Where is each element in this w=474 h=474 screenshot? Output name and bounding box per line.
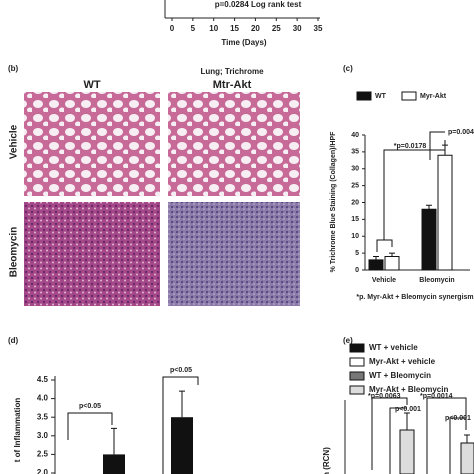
error-bar <box>426 204 432 210</box>
y-tick-label: 3.5 <box>37 412 49 421</box>
bar <box>368 259 384 271</box>
y-label: % Trichrome Blue Staining (Collagen)/HPF <box>330 131 337 273</box>
bar <box>399 429 415 474</box>
y-tick-label: 0 <box>355 267 359 274</box>
y-tick-label: 5 <box>355 250 359 257</box>
micrograph <box>168 92 300 196</box>
row-label: Bleomycin <box>9 227 20 278</box>
y-tick-label: 40 <box>351 132 359 139</box>
micrograph <box>24 92 160 196</box>
x-tick-label: 15 <box>230 24 239 33</box>
x-tick-label: 20 <box>251 24 260 33</box>
bracket <box>426 397 467 474</box>
annotation: p<0.05 <box>79 403 101 410</box>
bracket <box>429 131 445 160</box>
x-tick-label: 0 <box>170 24 175 33</box>
legend-label: WT + Bleomycin <box>369 371 431 380</box>
panel-label: (c) <box>343 64 353 73</box>
y-tick-label: 4.0 <box>37 394 49 403</box>
error-bar <box>389 252 395 257</box>
legend-label: Myr-Akt + Bleomycin <box>369 385 448 394</box>
error-bar <box>464 434 470 443</box>
legend-label: WT <box>375 93 387 100</box>
annotation: *p=0.0063 <box>368 393 401 400</box>
error-bar <box>373 256 379 260</box>
column-label: WT <box>83 79 100 91</box>
panel-title: Lung; Trichrome <box>200 67 264 76</box>
legend-swatch <box>349 343 365 353</box>
panel-label: (d) <box>8 336 19 345</box>
micrograph <box>24 202 160 306</box>
legend-label: WT + vehicle <box>369 343 418 352</box>
error-bar <box>179 390 185 418</box>
bracket <box>371 397 408 474</box>
bracket <box>376 140 446 252</box>
legend-swatch <box>349 371 365 381</box>
bar <box>421 208 437 271</box>
bar <box>171 417 193 474</box>
x-tick-label: 35 <box>314 24 323 33</box>
y-tick-label: 4.5 <box>37 375 49 384</box>
y-tick-label: 35 <box>351 149 359 156</box>
bracket <box>162 376 199 474</box>
column-label: Mtr-Akt <box>213 79 252 91</box>
legend-swatch <box>349 357 365 367</box>
y-tick-label: 2.0 <box>37 468 49 474</box>
y-tick-label: 2.5 <box>37 450 49 459</box>
y-label: n (RCN) <box>322 447 331 474</box>
row-label: Vehicle <box>9 124 20 159</box>
y-tick-label: 25 <box>351 182 359 189</box>
bar <box>103 454 125 474</box>
bracket <box>67 412 113 440</box>
x-tick-label: 5 <box>191 24 196 33</box>
x-tick-label: Bleomycin <box>419 277 454 284</box>
panel-label: (b) <box>8 64 19 73</box>
micrograph <box>168 202 300 306</box>
annotation: p=0.0284 Log rank test <box>215 0 302 9</box>
bar <box>384 256 400 271</box>
error-bar <box>111 427 117 455</box>
annotation: p<0.001 <box>445 415 471 422</box>
bar <box>460 442 474 474</box>
error-bar <box>404 412 410 430</box>
x-tick-label: 30 <box>293 24 302 33</box>
legend-label: Myr-Akt <box>420 93 447 100</box>
y-label: t of Inflammation <box>13 398 22 463</box>
annotation: *p=0.0014 <box>420 393 453 400</box>
x-tick-label: Vehicle <box>372 277 396 284</box>
x-tick-label: 25 <box>272 24 281 33</box>
y-tick-label: 15 <box>351 216 359 223</box>
x-tick-label: 10 <box>209 24 218 33</box>
y-tick-label: 20 <box>351 199 359 206</box>
y-tick-label: 30 <box>351 166 359 173</box>
annotation: p<0.001 <box>395 406 421 413</box>
x-label: Time (Days) <box>221 38 267 47</box>
panel-label: (e) <box>343 336 353 345</box>
annotation: p<0.05 <box>170 367 192 374</box>
footnote: *p. Myr-Akt + Bleomycin synergism <box>356 294 473 301</box>
annotation: p=0.004 <box>448 129 474 136</box>
bar <box>437 154 453 271</box>
y-tick-label: 10 <box>351 233 359 240</box>
y-tick-label: 3.0 <box>37 431 49 440</box>
legend-swatch <box>356 91 372 101</box>
legend-swatch <box>401 91 417 101</box>
annotation: *p=0.0178 <box>394 143 427 150</box>
legend-swatch <box>349 385 365 395</box>
legend-label: Myr-Akt + vehicle <box>369 357 436 366</box>
